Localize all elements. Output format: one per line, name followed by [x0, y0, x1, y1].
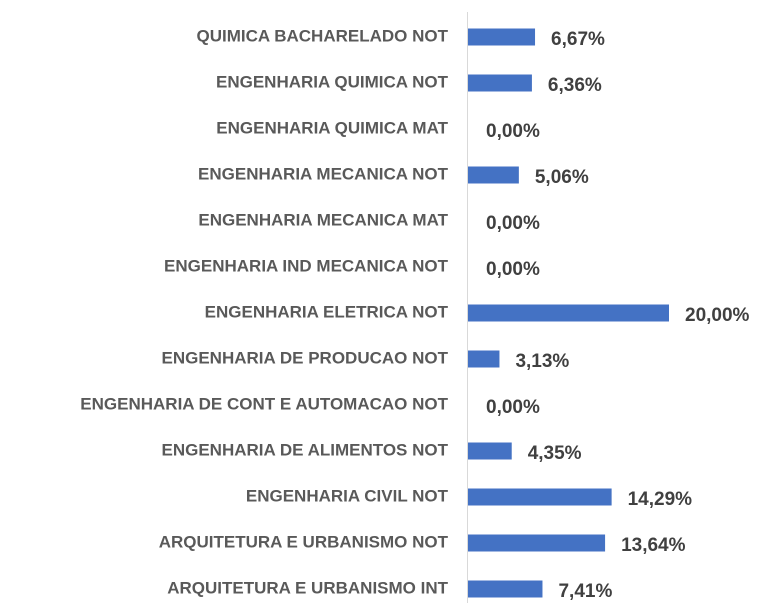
- category-label: ENGENHARIA QUIMICA NOT: [216, 72, 449, 91]
- category-label: ENGENHARIA QUIMICA MAT: [216, 118, 448, 137]
- bar: [468, 304, 669, 322]
- category-label: ENGENHARIA DE CONT E AUTOMACAO NOT: [80, 394, 448, 413]
- bar: [468, 580, 543, 598]
- bar: [468, 350, 500, 368]
- value-label: 0,00%: [486, 213, 540, 234]
- value-label: 20,00%: [685, 305, 750, 326]
- value-label: 0,00%: [486, 259, 540, 280]
- bar: [468, 534, 606, 552]
- category-label: ARQUITETURA E URBANISMO NOT: [159, 532, 449, 551]
- category-label: ENGENHARIA IND MECANICA NOT: [164, 256, 449, 275]
- category-label: ENGENHARIA CIVIL NOT: [246, 486, 449, 505]
- value-label: 6,67%: [551, 29, 605, 50]
- value-label: 0,00%: [486, 397, 540, 418]
- category-label: ENGENHARIA MECANICA NOT: [198, 164, 449, 183]
- category-label: ENGENHARIA ELETRICA NOT: [205, 302, 449, 321]
- bar: [468, 166, 519, 184]
- bar: [468, 74, 532, 92]
- value-label: 4,35%: [528, 443, 582, 464]
- category-label: ENGENHARIA MECANICA MAT: [198, 210, 448, 229]
- bar: [468, 28, 536, 46]
- value-label: 6,36%: [548, 75, 602, 96]
- value-label: 5,06%: [535, 167, 589, 188]
- value-label: 0,00%: [486, 121, 540, 142]
- category-label: QUIMICA BACHARELADO NOT: [196, 26, 448, 45]
- category-label: ENGENHARIA DE PRODUCAO NOT: [162, 348, 449, 367]
- value-label: 7,41%: [558, 581, 612, 602]
- value-label: 14,29%: [628, 489, 693, 510]
- bar: [468, 488, 612, 506]
- value-label: 3,13%: [515, 351, 569, 372]
- category-label: ARQUITETURA E URBANISMO INT: [167, 578, 448, 597]
- category-label: ENGENHARIA DE ALIMENTOS NOT: [162, 440, 449, 459]
- value-label: 13,64%: [621, 535, 686, 556]
- bar: [468, 442, 512, 460]
